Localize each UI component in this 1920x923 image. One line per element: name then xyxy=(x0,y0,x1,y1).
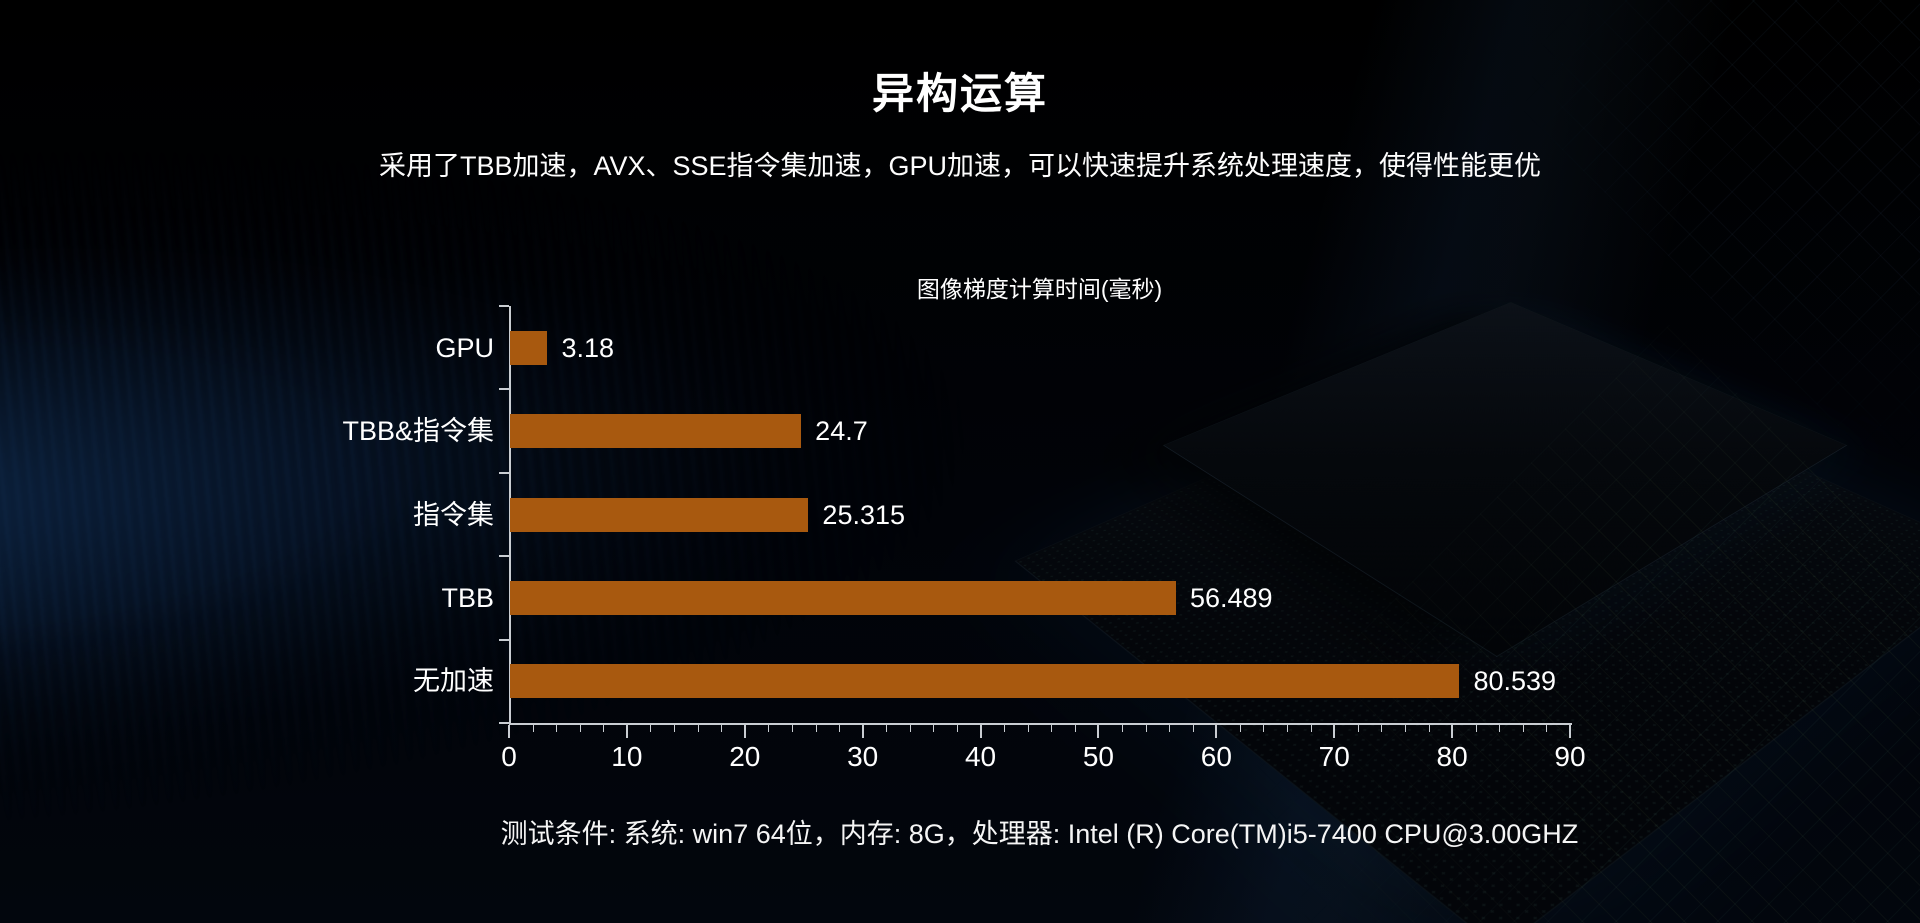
y-axis-tick xyxy=(499,722,509,724)
x-axis-tick-label: 90 xyxy=(1554,741,1586,772)
x-axis-major-tick xyxy=(1097,725,1100,738)
x-axis-minor-tick xyxy=(1475,725,1477,732)
chart-title: 图像梯度计算时间(毫秒) xyxy=(916,276,1163,302)
chart-bar xyxy=(510,414,802,449)
value-label: 80.539 xyxy=(1473,666,1557,697)
x-axis-minor-tick xyxy=(1428,725,1430,732)
x-axis-minor-tick xyxy=(956,725,958,732)
x-axis-minor-tick xyxy=(650,725,652,732)
x-axis-minor-tick xyxy=(791,725,793,732)
x-axis-minor-tick xyxy=(1381,725,1383,732)
x-axis-minor-tick xyxy=(1522,725,1524,732)
x-axis-tick-label: 20 xyxy=(729,741,761,772)
x-axis-minor-tick xyxy=(909,725,911,732)
x-axis-major-tick xyxy=(1333,725,1336,738)
x-axis-minor-tick xyxy=(1239,725,1241,732)
value-label: 56.489 xyxy=(1189,582,1273,613)
x-axis-minor-tick xyxy=(556,725,558,732)
x-axis-minor-tick xyxy=(1357,725,1359,732)
value-label: 3.18 xyxy=(561,332,615,363)
x-axis-minor-tick xyxy=(1192,725,1194,732)
x-axis-minor-tick xyxy=(579,725,581,732)
y-axis-tick xyxy=(499,305,509,307)
x-axis-tick-label: 80 xyxy=(1436,741,1468,772)
x-axis-tick-label: 10 xyxy=(611,741,643,772)
category-label: 无加速 xyxy=(413,666,494,697)
chart-bar xyxy=(510,580,1176,615)
x-axis-minor-tick xyxy=(532,725,534,732)
x-axis-major-tick xyxy=(1215,725,1218,738)
value-label: 25.315 xyxy=(822,499,906,530)
x-axis-tick-label: 30 xyxy=(847,741,879,772)
x-axis-minor-tick xyxy=(1145,725,1147,732)
x-axis-minor-tick xyxy=(1546,725,1548,732)
category-label: 指令集 xyxy=(413,499,494,530)
x-axis-minor-tick xyxy=(1027,725,1029,732)
x-axis-minor-tick xyxy=(1122,725,1124,732)
x-axis-major-tick xyxy=(743,725,746,738)
value-label: 24.7 xyxy=(815,416,868,447)
x-axis-minor-tick xyxy=(886,725,888,732)
x-axis-minor-tick xyxy=(1074,725,1076,732)
x-axis-major-tick xyxy=(508,725,510,738)
y-axis-tick xyxy=(499,388,509,391)
y-axis-tick xyxy=(499,555,509,558)
x-axis-minor-tick xyxy=(1169,725,1171,732)
x-axis-minor-tick xyxy=(1051,725,1053,732)
x-axis-tick-label: 60 xyxy=(1200,741,1232,772)
x-axis-major-tick xyxy=(625,725,628,738)
x-axis-tick-label: 50 xyxy=(1082,741,1115,772)
x-axis-minor-tick xyxy=(1004,725,1006,732)
x-axis-minor-tick xyxy=(721,725,723,732)
x-axis-major-tick xyxy=(1451,725,1454,738)
x-axis-minor-tick xyxy=(603,725,605,732)
x-axis-minor-tick xyxy=(768,725,770,732)
x-axis-tick-label: 40 xyxy=(964,741,997,772)
x-axis-minor-tick xyxy=(1310,725,1312,732)
x-axis-minor-tick xyxy=(1404,725,1406,732)
chart-bar xyxy=(510,497,809,532)
page-title: 异构运算 xyxy=(871,70,1048,117)
x-axis-minor-tick xyxy=(674,725,676,732)
test-conditions-footnote: 测试条件: 系统: win7 64位，内存: 8G，处理器: Intel (R)… xyxy=(500,819,1579,849)
x-axis-tick-label: 0 xyxy=(501,741,517,772)
x-axis-minor-tick xyxy=(1287,725,1289,732)
category-label: TBB&指令集 xyxy=(342,416,494,447)
category-label: TBB xyxy=(441,582,494,613)
x-axis-minor-tick xyxy=(839,725,841,732)
chart-bar xyxy=(510,664,1460,699)
chart-bar xyxy=(510,330,548,365)
x-axis-major-tick xyxy=(979,725,982,738)
x-axis-minor-tick xyxy=(1263,725,1265,732)
y-axis-tick xyxy=(499,471,509,474)
x-axis-major-tick xyxy=(861,725,864,738)
x-axis-major-tick xyxy=(1569,725,1571,738)
y-axis-tick xyxy=(499,638,509,641)
x-axis-tick-label: 70 xyxy=(1318,741,1350,772)
x-axis-minor-tick xyxy=(697,725,699,732)
x-axis-minor-tick xyxy=(815,725,817,732)
category-label: GPU xyxy=(435,332,494,363)
x-axis-minor-tick xyxy=(1499,725,1501,732)
page-subtitle: 采用了TBB加速，AVX、SSE指令集加速，GPU加速，可以快速提升系统处理速度… xyxy=(378,151,1542,181)
x-axis-minor-tick xyxy=(933,725,935,732)
